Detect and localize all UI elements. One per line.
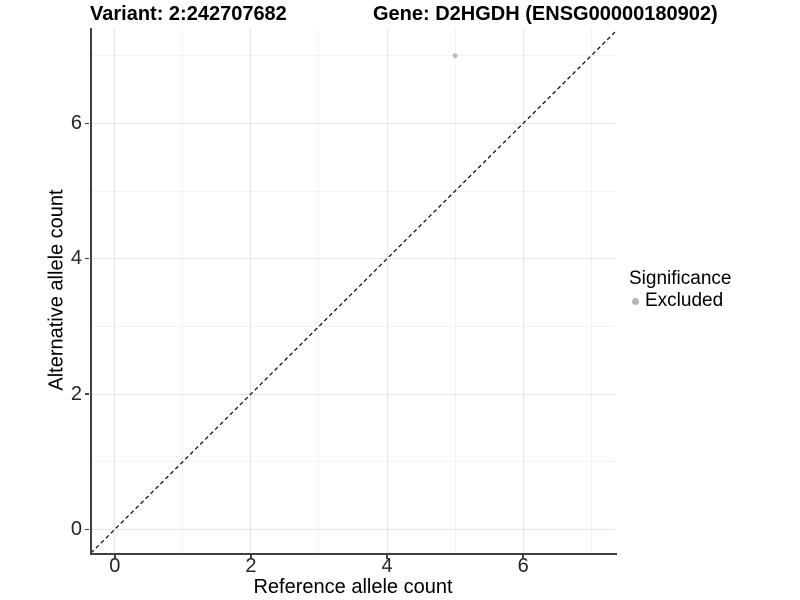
identity-dashed-line: [90, 31, 616, 554]
plot-panel: [90, 28, 616, 554]
minor-gridline-x: [454, 28, 456, 553]
legend-title: Significance: [629, 268, 732, 289]
y-tick-mark: [85, 528, 89, 531]
legend: Significance Excluded: [629, 268, 731, 311]
x-tick-mark: [250, 554, 252, 559]
minor-gridline-y: [91, 325, 615, 327]
major-gridline-x: [386, 28, 388, 553]
minor-gridline-x: [318, 28, 320, 553]
plot-layer: [90, 31, 616, 554]
x-tick-mark: [386, 554, 388, 559]
legend-entry: Excluded: [632, 290, 731, 311]
x-tick-mark: [114, 554, 116, 559]
minor-gridline-y: [91, 55, 615, 57]
y-tick-label: 6: [70, 111, 82, 134]
major-gridline-y: [91, 122, 615, 124]
y-tick-label: 4: [70, 247, 82, 270]
x-tick-label: 0: [109, 555, 121, 577]
minor-gridline-y: [91, 461, 615, 463]
minor-gridline-x: [590, 28, 592, 553]
y-tick-label: 0: [70, 517, 82, 540]
x-tick-label: 2: [245, 555, 257, 577]
y-tick-mark: [85, 393, 89, 395]
data-point-excluded: [452, 53, 458, 59]
legend-items: Excluded: [629, 290, 731, 311]
major-gridline-x: [522, 28, 524, 553]
major-gridline-x: [114, 28, 116, 553]
y-axis-title: Alternative allele count: [45, 189, 68, 391]
minor-gridline-x: [182, 28, 184, 553]
x-tick-label: 6: [517, 555, 529, 577]
major-gridline-y: [91, 258, 615, 260]
plot-title-variant: Variant: 2:242707682: [90, 3, 287, 25]
y-axis-line: [90, 28, 92, 555]
legend-point-icon: [632, 297, 639, 305]
x-tick-mark: [522, 554, 524, 559]
y-tick-mark: [85, 122, 89, 125]
x-axis-title: Reference allele count: [253, 576, 453, 598]
x-tick-label: 4: [381, 555, 393, 577]
major-gridline-y: [91, 393, 615, 395]
minor-gridline-y: [91, 190, 615, 192]
x-axis-line: [90, 552, 617, 555]
y-tick-mark: [85, 257, 89, 260]
plot-title-gene: Gene: D2HGDH (ENSG00000180902): [373, 3, 718, 25]
y-tick-label: 2: [70, 382, 82, 405]
major-gridline-y: [91, 528, 615, 530]
legend-entry-label: Excluded: [645, 290, 724, 311]
major-gridline-x: [250, 28, 252, 553]
